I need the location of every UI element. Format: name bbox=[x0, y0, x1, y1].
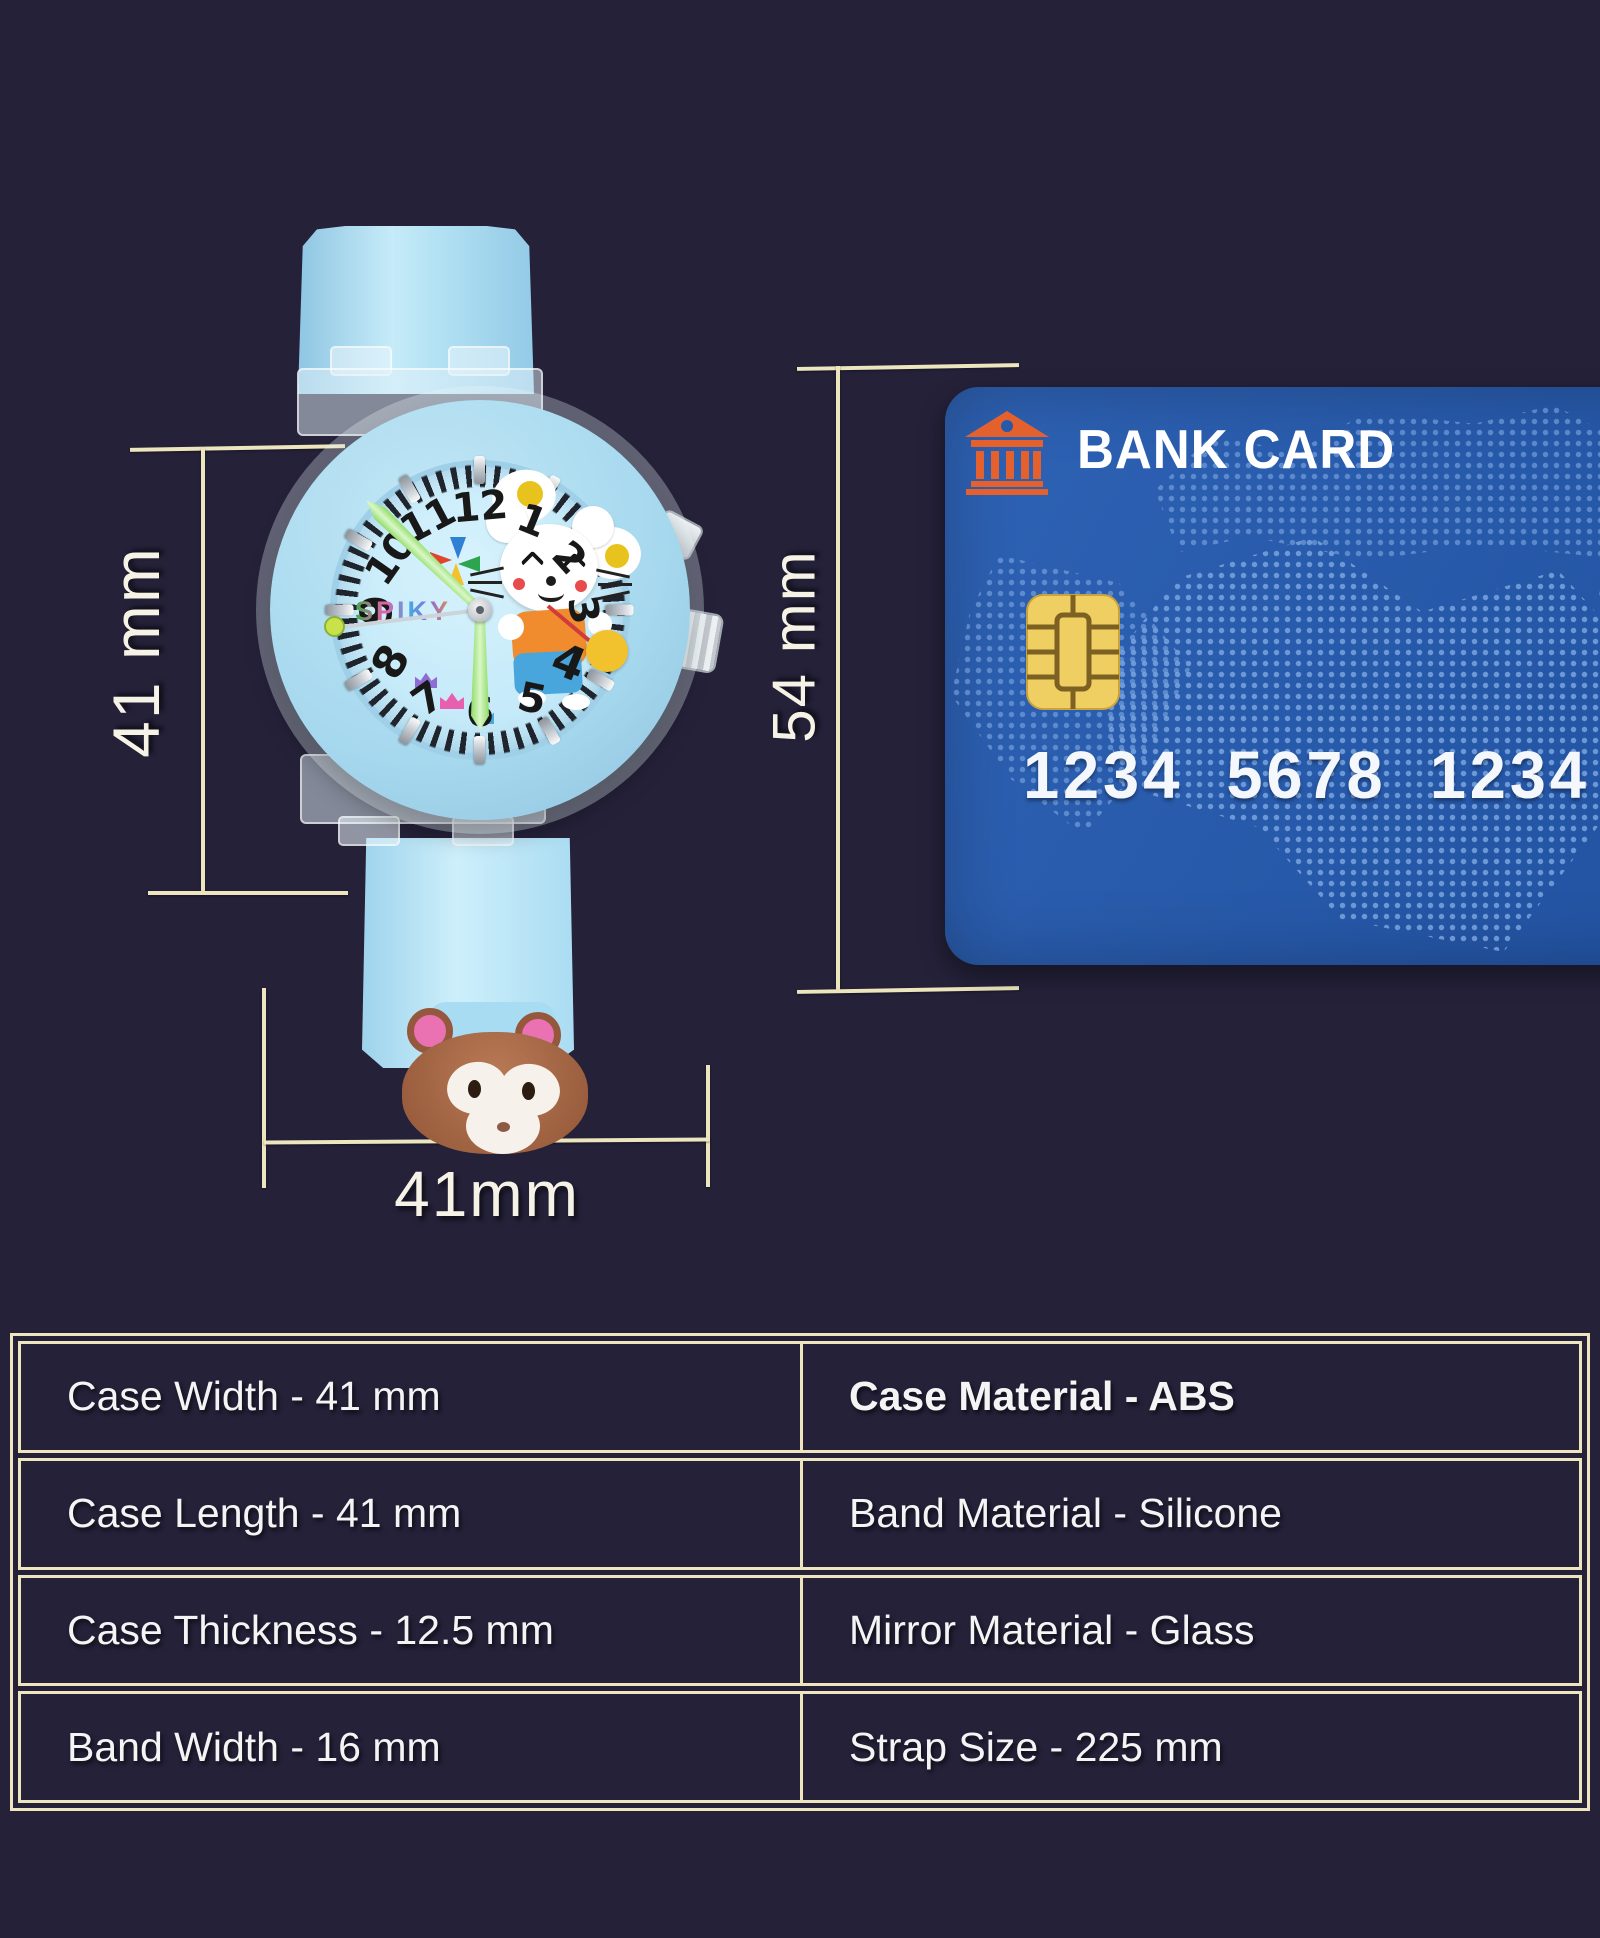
mouse-whisker bbox=[468, 581, 502, 584]
second-hand-counterweight bbox=[324, 616, 345, 637]
measure-cap-bottom-right bbox=[796, 986, 1020, 994]
measure-cap-top-left bbox=[129, 444, 346, 452]
mouse-arm bbox=[498, 614, 524, 640]
measure-tick-right bbox=[706, 1065, 710, 1187]
card-title: BANK CARD bbox=[1077, 418, 1396, 480]
case-width-label: 41mm bbox=[394, 1158, 580, 1230]
bank-building-icon bbox=[965, 411, 1049, 495]
mouse-whisker bbox=[598, 583, 632, 586]
measure-line-case-height bbox=[201, 448, 205, 893]
spec-cell-band-width: Band Width - 16 mm bbox=[18, 1691, 800, 1803]
mouse-nose bbox=[546, 576, 556, 586]
egg-yolk bbox=[517, 481, 543, 507]
mouse-cheek bbox=[513, 578, 525, 590]
hour-marker bbox=[325, 604, 354, 616]
measure-cap-bottom-left bbox=[148, 891, 348, 895]
hour-marker bbox=[474, 456, 485, 484]
mouse-bag bbox=[586, 630, 628, 672]
bank-card: BANK CARD 1234 5678 1234 bbox=[945, 387, 1600, 965]
emv-chip-icon bbox=[1026, 594, 1120, 710]
card-height-label: 54 mm bbox=[760, 549, 828, 743]
spec-cell-strap-size: Strap Size - 225 mm bbox=[800, 1691, 1582, 1803]
mouse-mouth bbox=[538, 584, 564, 602]
spec-table: Case Width - 41 mm Case Material - ABS C… bbox=[10, 1333, 1590, 1811]
card-number: 1234 5678 1234 bbox=[1023, 738, 1590, 813]
hands-hub bbox=[468, 598, 492, 622]
strap-tab bbox=[338, 816, 400, 846]
mouse-cheek bbox=[575, 580, 587, 592]
hamster-eye bbox=[522, 1082, 535, 1100]
hour-marker bbox=[605, 604, 634, 616]
case-height-label: 41 mm bbox=[99, 546, 173, 758]
mouse-foot bbox=[518, 690, 546, 706]
mouse-foot bbox=[562, 694, 590, 710]
spec-cell-case-width: Case Width - 41 mm bbox=[18, 1341, 800, 1453]
spec-cell-band-material: Band Material - Silicone bbox=[800, 1457, 1582, 1570]
strap-tab bbox=[452, 816, 514, 846]
spec-cell-mirror-material: Mirror Material - Glass bbox=[800, 1574, 1582, 1687]
hamster-nose bbox=[497, 1122, 510, 1132]
measure-cap-top-right bbox=[796, 363, 1020, 371]
hour-marker bbox=[474, 736, 485, 764]
measure-line-card-height bbox=[836, 366, 840, 990]
spec-cell-case-thickness: Case Thickness - 12.5 mm bbox=[18, 1574, 800, 1687]
spec-cell-case-material: Case Material - ABS bbox=[800, 1341, 1582, 1453]
egg-yolk bbox=[605, 544, 629, 568]
spec-cell-case-length: Case Length - 41 mm bbox=[18, 1457, 800, 1570]
hamster-eye bbox=[468, 1080, 481, 1098]
measure-tick-left bbox=[262, 988, 266, 1188]
